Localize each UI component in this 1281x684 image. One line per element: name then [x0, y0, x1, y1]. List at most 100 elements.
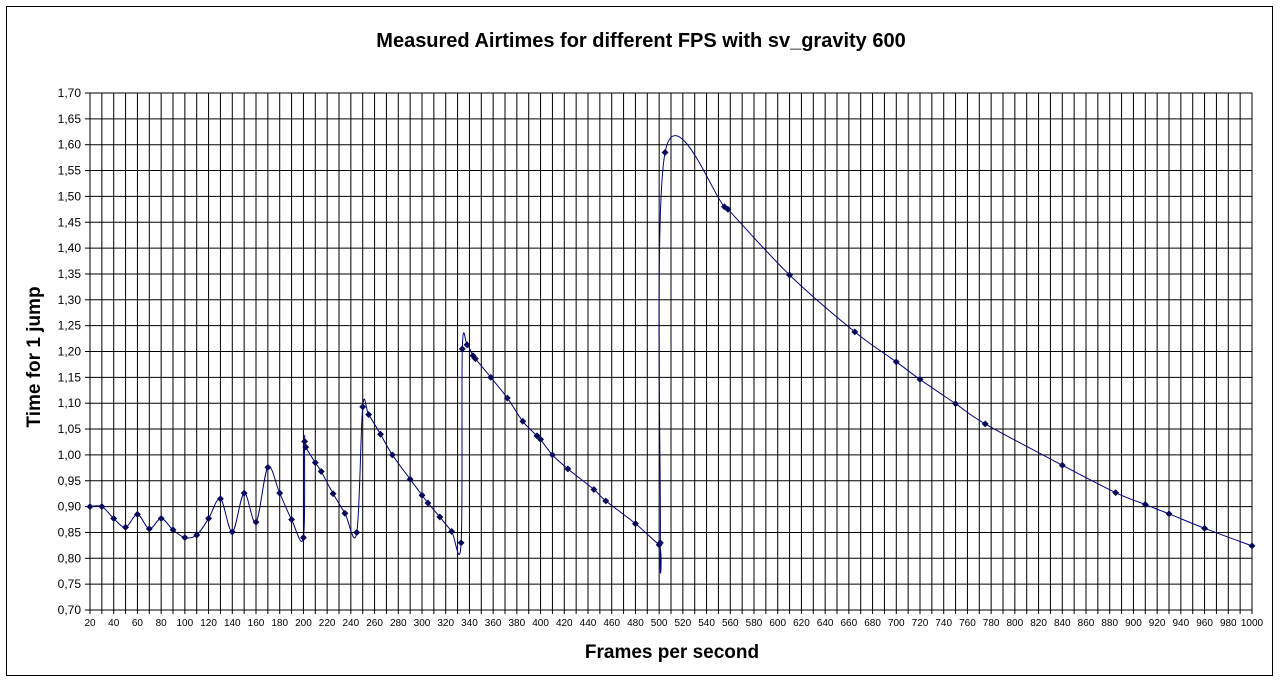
x-tick-label: 260 [366, 618, 383, 629]
data-point-marker [537, 435, 545, 443]
data-point-marker [548, 451, 556, 459]
y-tick-label: 1,35 [58, 267, 82, 281]
y-tick-label: 1,20 [58, 345, 82, 359]
data-point-marker [264, 463, 272, 471]
y-tick-label: 0,80 [58, 551, 82, 565]
y-tick-label: 0,85 [58, 525, 82, 539]
y-tick-label: 1,65 [58, 112, 82, 126]
x-tick-label: 920 [1149, 618, 1166, 629]
data-point-marker [1248, 542, 1256, 550]
y-tick-label: 0,70 [58, 603, 82, 617]
data-point-marker [981, 420, 989, 428]
x-tick-label: 840 [1054, 618, 1071, 629]
x-tick-label: 1000 [1241, 618, 1264, 629]
y-tick-label: 1,30 [58, 293, 82, 307]
x-tick-label: 360 [485, 618, 502, 629]
x-axis-label: Frames per second [585, 642, 759, 663]
data-point-marker [341, 509, 349, 517]
x-tick-label: 640 [817, 618, 834, 629]
data-point-marker [471, 355, 479, 363]
data-point-marker [916, 375, 924, 383]
data-point-marker [288, 515, 296, 524]
x-tick-label: 400 [532, 618, 549, 629]
x-tick-label: 520 [675, 618, 692, 629]
y-tick-label: 1,55 [58, 164, 82, 178]
x-tick-label: 160 [248, 618, 265, 629]
x-tick-label: 680 [864, 618, 881, 629]
data-point-marker [110, 514, 118, 523]
data-point-marker [376, 430, 385, 438]
data-point-marker [299, 534, 307, 542]
y-axis-ticks: 0,70 0,75 0,80 0,85 0,90 0,95 1,00 1,05 1,10 1,15… [58, 86, 90, 617]
data-point-marker [463, 341, 471, 349]
data-point-marker [359, 403, 367, 411]
x-tick-label: 660 [841, 618, 858, 629]
x-tick-label: 140 [224, 618, 241, 629]
x-tick-label: 720 [912, 618, 929, 629]
x-tick-label: 540 [698, 618, 715, 629]
y-tick-label: 1,40 [58, 241, 82, 255]
y-tick-label: 1,00 [58, 448, 82, 462]
y-tick-label: 1,10 [58, 396, 82, 410]
data-point-marker [519, 417, 527, 425]
y-axis-label: Time for 1 jump [24, 286, 45, 427]
data-point-marker [216, 495, 224, 503]
x-tick-label: 460 [603, 618, 620, 629]
data-point-marker [181, 534, 189, 542]
y-tick-label: 0,90 [58, 500, 82, 514]
x-tick-label: 600 [769, 618, 786, 629]
y-tick-label: 1,25 [58, 319, 82, 333]
data-point-marker [317, 467, 325, 475]
x-tick-label: 180 [271, 618, 288, 629]
x-tick-label: 40 [108, 618, 120, 629]
data-point-marker [406, 475, 414, 483]
data-point-marker [720, 203, 728, 211]
data-point-marker [656, 539, 664, 547]
x-tick-label: 320 [437, 618, 454, 629]
data-point-marker [892, 358, 900, 366]
x-tick-label: 380 [509, 618, 526, 629]
data-point-marker [418, 491, 426, 499]
data-point-marker [1058, 461, 1066, 469]
data-point-marker [301, 437, 309, 446]
x-tick-label: 940 [1173, 618, 1190, 629]
data-point-marker [240, 489, 248, 497]
y-tick-label: 1,45 [58, 215, 82, 229]
y-tick-label: 1,05 [58, 422, 82, 436]
data-point-marker [145, 525, 153, 533]
data-point-marker [1112, 489, 1120, 497]
x-tick-label: 900 [1125, 618, 1142, 629]
data-point-marker [302, 443, 310, 451]
y-tick-label: 1,60 [58, 138, 82, 152]
x-tick-label: 80 [156, 618, 168, 629]
data-point-marker [228, 528, 236, 536]
x-tick-label: 800 [1007, 618, 1024, 629]
data-point-marker [276, 489, 284, 497]
data-point-marker [590, 485, 598, 494]
chart-svg: Measured Airtimes for different FPS with… [24, 30, 1264, 663]
data-point-marker [786, 271, 794, 279]
data-point-marker [86, 503, 94, 511]
data-point-marker [329, 490, 337, 498]
x-tick-label: 700 [888, 618, 905, 629]
data-point-marker [602, 497, 610, 505]
data-point-marker [205, 514, 213, 523]
x-tick-label: 240 [343, 618, 360, 629]
data-point-marker [1141, 500, 1149, 509]
x-tick-label: 740 [935, 618, 952, 629]
x-tick-label: 280 [390, 618, 407, 629]
data-point-marker [311, 459, 319, 467]
data-point-marker [98, 503, 106, 511]
data-point-marker [353, 528, 361, 537]
x-tick-label: 620 [793, 618, 810, 629]
x-tick-label: 120 [200, 618, 217, 629]
data-point-marker [169, 526, 177, 534]
x-tick-label: 440 [580, 618, 597, 629]
data-point-marker [458, 345, 466, 353]
x-tick-label: 500 [651, 618, 668, 629]
x-tick-label: 780 [983, 618, 1000, 629]
data-point-marker [193, 531, 201, 539]
y-tick-label: 0,95 [58, 474, 82, 488]
y-tick-label: 1,15 [58, 370, 82, 384]
x-tick-label: 880 [1101, 618, 1118, 629]
